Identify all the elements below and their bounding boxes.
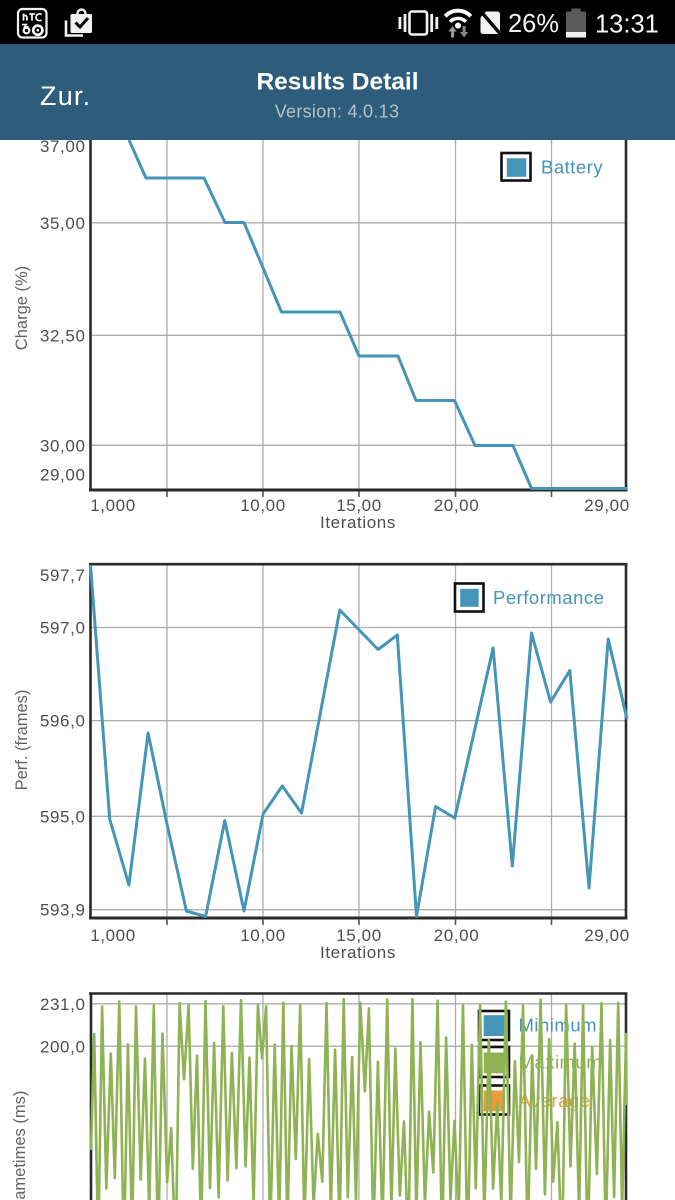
svg-text:10,00: 10,00 xyxy=(240,926,286,945)
svg-text:29,00: 29,00 xyxy=(584,926,630,945)
svg-text:Zur.: Zur. xyxy=(40,81,91,111)
svg-text:29,00: 29,00 xyxy=(584,496,630,515)
svg-text:20,00: 20,00 xyxy=(434,926,480,945)
svg-text:231,0: 231,0 xyxy=(40,995,86,1014)
svg-text:Iterations: Iterations xyxy=(320,943,396,962)
svg-text:200,0: 200,0 xyxy=(40,1037,86,1056)
svg-text:35,00: 35,00 xyxy=(40,214,86,233)
svg-text:1,000: 1,000 xyxy=(90,926,136,945)
svg-text:Charge (%): Charge (%) xyxy=(13,266,31,350)
svg-text:Frametimes (ms): Frametimes (ms) xyxy=(11,1091,29,1200)
svg-text:596,0: 596,0 xyxy=(40,712,86,731)
svg-text:Version: 4.0.13: Version: 4.0.13 xyxy=(275,102,400,122)
svg-text:32,50: 32,50 xyxy=(40,327,86,346)
svg-text:30,00: 30,00 xyxy=(40,437,86,456)
svg-text:597,0: 597,0 xyxy=(40,619,86,638)
svg-text:Results Detail: Results Detail xyxy=(256,69,418,96)
svg-text:Minimum: Minimum xyxy=(519,1015,598,1036)
svg-text:593,9: 593,9 xyxy=(40,901,86,920)
svg-text:597,7: 597,7 xyxy=(40,566,86,585)
svg-text:15,00: 15,00 xyxy=(336,926,382,945)
svg-text:Iterations: Iterations xyxy=(320,513,396,532)
svg-text:1,000: 1,000 xyxy=(90,496,136,515)
svg-text:37,00: 37,00 xyxy=(40,137,86,156)
svg-text:20,00: 20,00 xyxy=(434,496,480,515)
svg-text:13:31: 13:31 xyxy=(595,11,659,39)
svg-text:Performance: Performance xyxy=(493,587,604,608)
svg-text:10,00: 10,00 xyxy=(240,496,286,515)
svg-text:15,00: 15,00 xyxy=(336,496,382,515)
svg-text:Average: Average xyxy=(519,1090,591,1111)
svg-text:26%: 26% xyxy=(508,10,559,38)
svg-text:Perf. (frames): Perf. (frames) xyxy=(13,690,31,791)
svg-text:Battery: Battery xyxy=(541,157,603,178)
svg-text:29,00: 29,00 xyxy=(40,466,86,485)
svg-text:595,0: 595,0 xyxy=(40,807,86,826)
